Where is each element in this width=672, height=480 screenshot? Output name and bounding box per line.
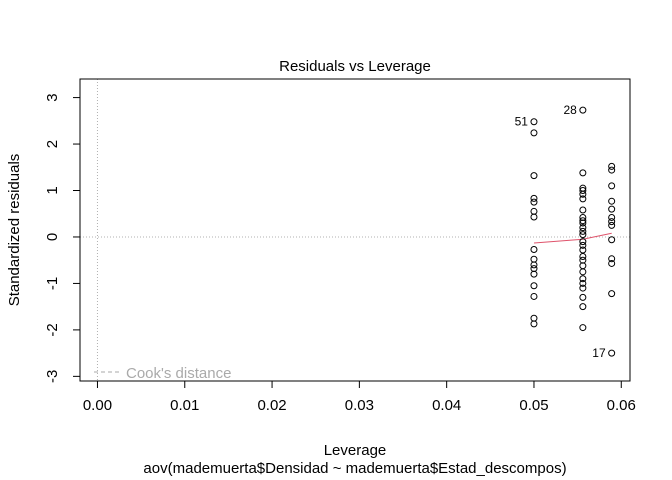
- residual-point: [608, 236, 616, 244]
- residual-point: [579, 279, 587, 287]
- chart-title: Residuals vs Leverage: [279, 58, 431, 75]
- residual-point: [530, 129, 538, 137]
- cooks-distance-legend-label: Cook's distance: [126, 365, 231, 382]
- residual-point: [579, 219, 587, 227]
- residual-point: [579, 238, 587, 246]
- smooth-line: [533, 232, 612, 244]
- residual-point: [579, 231, 587, 239]
- x-tick-label: 0.01: [170, 397, 199, 414]
- y-axis: -3 -2 -1 0 1 2 3: [44, 93, 81, 383]
- y-tick-label: 1: [44, 186, 61, 194]
- residual-point: [530, 246, 538, 254]
- y-axis-label: Standardized residuals: [6, 154, 23, 307]
- smooth-line-group: [533, 232, 612, 244]
- residual-point: [579, 227, 587, 235]
- residual-point: [579, 246, 587, 254]
- residual-point: [579, 324, 587, 332]
- residual-point: [579, 224, 587, 232]
- residual-point: [530, 261, 538, 269]
- y-tick-label: 0: [44, 233, 61, 241]
- residual-points: [530, 106, 616, 357]
- y-tick-label: -2: [44, 323, 61, 336]
- residual-point: [530, 213, 538, 221]
- residual-point: [530, 198, 538, 206]
- residual-point: [530, 292, 538, 300]
- residual-point: [608, 205, 616, 213]
- residual-point: [530, 270, 538, 278]
- residual-point: [579, 252, 587, 260]
- residual-point: [579, 241, 587, 249]
- residual-point: [579, 190, 587, 198]
- residual-point: [608, 349, 616, 357]
- residual-point: [579, 187, 587, 195]
- residual-point: [608, 259, 616, 267]
- x-tick-label: 0.06: [607, 397, 636, 414]
- residual-point: [530, 320, 538, 328]
- cooks-distance-legend: Cook's distance: [94, 365, 231, 382]
- residual-point: [530, 118, 538, 126]
- residual-point: [579, 303, 587, 311]
- residual-point: [608, 213, 616, 221]
- residual-point: [579, 217, 587, 225]
- y-tick-label: 2: [44, 140, 61, 148]
- point-labels: 51 28 17: [515, 103, 606, 360]
- x-axis-sublabel: aov(mademuerta$Densidad ~ mademuerta$Est…: [143, 460, 566, 477]
- residual-point: [579, 206, 587, 214]
- x-tick-label: 0.02: [257, 397, 286, 414]
- residual-point: [579, 293, 587, 301]
- residual-point: [608, 218, 616, 226]
- x-tick-label: 0.04: [432, 397, 461, 414]
- residual-point: [530, 172, 538, 180]
- residual-point: [579, 169, 587, 177]
- residual-point: [608, 221, 616, 229]
- residual-point: [579, 195, 587, 203]
- residual-point: [608, 162, 616, 170]
- residual-point: [530, 194, 538, 202]
- residual-point: [608, 255, 616, 263]
- residual-point: [579, 268, 587, 276]
- y-tick-label: -3: [44, 370, 61, 383]
- x-tick-label: 0.03: [345, 397, 374, 414]
- residual-point: [608, 166, 616, 174]
- y-tick-label: 3: [44, 93, 61, 101]
- residual-point: [579, 106, 587, 114]
- residual-point: [530, 282, 538, 290]
- point-label-51: 51: [515, 115, 529, 129]
- reference-lines: [80, 79, 630, 381]
- point-label-28: 28: [563, 103, 577, 117]
- residual-point: [579, 275, 587, 283]
- x-axis-label: Leverage: [324, 442, 387, 459]
- residual-point: [608, 182, 616, 190]
- point-label-17: 17: [592, 346, 606, 360]
- x-tick-label: 0.00: [83, 397, 112, 414]
- residual-point: [608, 290, 616, 298]
- y-tick-label: -1: [44, 277, 61, 290]
- residual-point: [608, 197, 616, 205]
- x-axis: 0.00 0.01 0.02 0.03 0.04 0.05 0.06: [83, 380, 636, 414]
- x-tick-label: 0.05: [519, 397, 548, 414]
- residual-point: [579, 284, 587, 292]
